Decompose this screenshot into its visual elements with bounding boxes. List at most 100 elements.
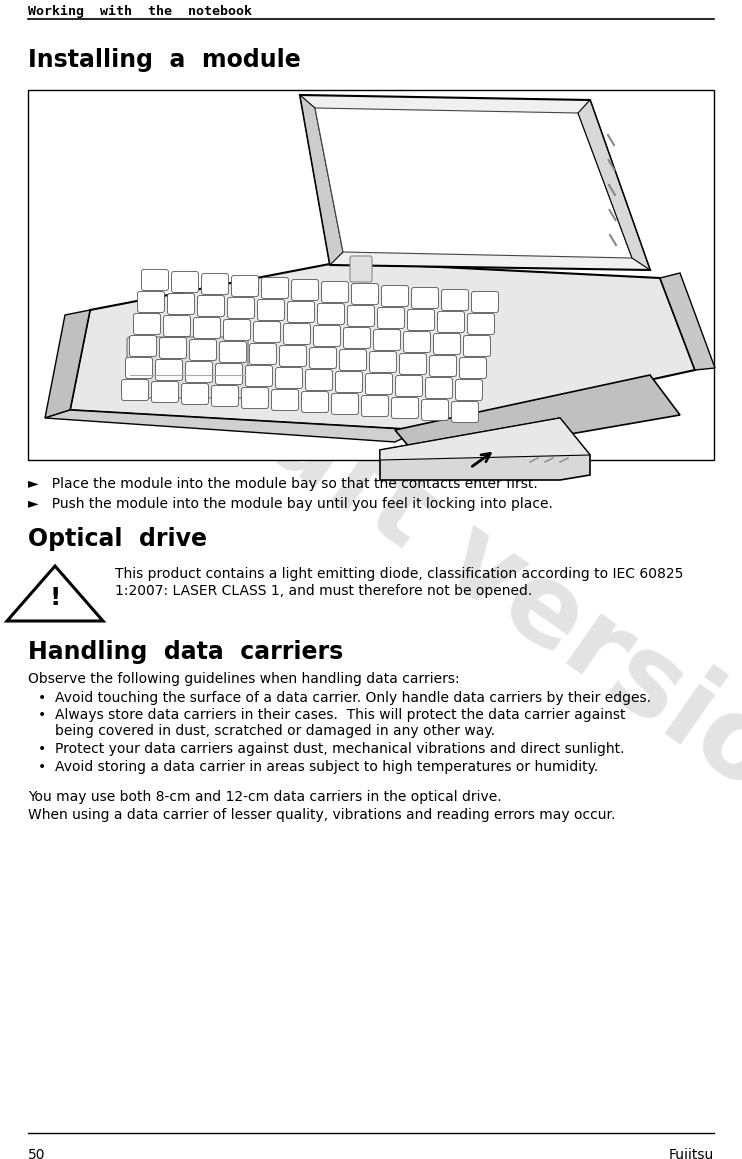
Polygon shape <box>45 410 420 442</box>
FancyBboxPatch shape <box>137 292 165 313</box>
Text: You may use both 8-cm and 12-cm data carriers in the optical drive.: You may use both 8-cm and 12-cm data car… <box>28 790 502 804</box>
Text: Fujitsu: Fujitsu <box>669 1149 714 1159</box>
FancyBboxPatch shape <box>202 274 229 294</box>
FancyBboxPatch shape <box>261 277 289 299</box>
FancyBboxPatch shape <box>182 384 209 404</box>
FancyBboxPatch shape <box>309 348 337 369</box>
Text: 1:2007: LASER CLASS 1, and must therefore not be opened.: 1:2007: LASER CLASS 1, and must therefor… <box>115 584 532 598</box>
FancyBboxPatch shape <box>171 271 199 292</box>
FancyBboxPatch shape <box>301 392 329 413</box>
FancyBboxPatch shape <box>215 364 243 385</box>
FancyBboxPatch shape <box>249 343 277 364</box>
FancyBboxPatch shape <box>254 321 280 343</box>
FancyBboxPatch shape <box>163 315 191 336</box>
FancyBboxPatch shape <box>211 386 238 407</box>
Text: Avoid touching the surface of a data carrier. Only handle data carriers by their: Avoid touching the surface of a data car… <box>55 691 651 705</box>
FancyBboxPatch shape <box>352 284 378 305</box>
FancyBboxPatch shape <box>347 306 375 327</box>
FancyBboxPatch shape <box>275 367 303 388</box>
FancyBboxPatch shape <box>430 356 456 377</box>
FancyBboxPatch shape <box>441 290 468 311</box>
FancyBboxPatch shape <box>366 373 393 394</box>
FancyBboxPatch shape <box>186 362 212 382</box>
Polygon shape <box>660 274 715 370</box>
FancyBboxPatch shape <box>361 395 389 416</box>
Text: Avoid storing a data carrier in areas subject to high temperatures or humidity.: Avoid storing a data carrier in areas su… <box>55 760 598 774</box>
FancyBboxPatch shape <box>451 401 479 423</box>
FancyBboxPatch shape <box>134 313 160 335</box>
FancyBboxPatch shape <box>246 365 272 386</box>
FancyBboxPatch shape <box>340 350 367 371</box>
Text: Installing  a  module: Installing a module <box>28 48 301 72</box>
FancyBboxPatch shape <box>287 301 315 322</box>
Text: ►   Place the module into the module bay so that the contacts enter first.: ► Place the module into the module bay s… <box>28 478 538 491</box>
Text: This product contains a light emitting diode, classification according to IEC 60: This product contains a light emitting d… <box>115 567 683 581</box>
Text: •: • <box>38 691 46 705</box>
Polygon shape <box>380 418 590 460</box>
Text: 50: 50 <box>28 1149 45 1159</box>
FancyBboxPatch shape <box>471 292 499 313</box>
FancyBboxPatch shape <box>223 320 251 341</box>
FancyBboxPatch shape <box>156 359 183 380</box>
Polygon shape <box>578 100 650 270</box>
FancyBboxPatch shape <box>228 298 255 319</box>
FancyBboxPatch shape <box>395 376 422 396</box>
Text: Always store data carriers in their cases.  This will protect the data carrier a: Always store data carriers in their case… <box>55 708 626 738</box>
Text: draft version: draft version <box>137 304 742 857</box>
FancyBboxPatch shape <box>344 328 370 349</box>
FancyBboxPatch shape <box>373 329 401 350</box>
FancyBboxPatch shape <box>467 313 494 335</box>
FancyBboxPatch shape <box>464 335 490 357</box>
FancyBboxPatch shape <box>220 342 246 363</box>
FancyBboxPatch shape <box>350 256 372 282</box>
FancyBboxPatch shape <box>122 379 148 401</box>
FancyBboxPatch shape <box>127 337 248 398</box>
FancyBboxPatch shape <box>332 394 358 415</box>
FancyBboxPatch shape <box>160 337 186 358</box>
Polygon shape <box>380 418 590 480</box>
Text: !: ! <box>49 586 61 610</box>
FancyBboxPatch shape <box>407 309 435 330</box>
FancyBboxPatch shape <box>306 370 332 391</box>
FancyBboxPatch shape <box>433 334 461 355</box>
Text: Optical  drive: Optical drive <box>28 527 207 551</box>
Polygon shape <box>395 376 680 460</box>
FancyBboxPatch shape <box>459 357 487 379</box>
Text: When using a data carrier of lesser quality, vibrations and reading errors may o: When using a data carrier of lesser qual… <box>28 808 615 822</box>
FancyBboxPatch shape <box>370 351 396 372</box>
FancyBboxPatch shape <box>399 353 427 374</box>
Text: Protect your data carriers against dust, mechanical vibrations and direct sunlig: Protect your data carriers against dust,… <box>55 742 625 756</box>
Text: •: • <box>38 708 46 722</box>
FancyBboxPatch shape <box>392 398 418 418</box>
FancyBboxPatch shape <box>151 381 179 402</box>
FancyBboxPatch shape <box>421 400 448 421</box>
FancyBboxPatch shape <box>378 307 404 328</box>
FancyBboxPatch shape <box>28 90 714 460</box>
Polygon shape <box>300 95 650 270</box>
Text: Observe the following guidelines when handling data carriers:: Observe the following guidelines when ha… <box>28 672 459 686</box>
Polygon shape <box>70 262 695 430</box>
Text: ►   Push the module into the module bay until you feel it locking into place.: ► Push the module into the module bay un… <box>28 497 553 511</box>
FancyBboxPatch shape <box>438 312 464 333</box>
FancyBboxPatch shape <box>241 387 269 408</box>
Polygon shape <box>300 95 343 265</box>
Polygon shape <box>315 108 632 258</box>
Text: Working  with  the  notebook: Working with the notebook <box>28 5 252 19</box>
FancyBboxPatch shape <box>321 282 349 302</box>
FancyBboxPatch shape <box>318 304 344 325</box>
FancyBboxPatch shape <box>257 299 284 321</box>
Polygon shape <box>45 309 90 418</box>
FancyBboxPatch shape <box>168 293 194 314</box>
Text: Handling  data  carriers: Handling data carriers <box>28 640 344 664</box>
FancyBboxPatch shape <box>456 379 482 401</box>
FancyBboxPatch shape <box>272 389 298 410</box>
FancyBboxPatch shape <box>425 378 453 399</box>
FancyBboxPatch shape <box>404 331 430 352</box>
FancyBboxPatch shape <box>142 270 168 291</box>
FancyBboxPatch shape <box>125 357 153 379</box>
FancyBboxPatch shape <box>335 372 363 393</box>
FancyBboxPatch shape <box>130 335 157 357</box>
FancyBboxPatch shape <box>314 326 341 347</box>
FancyBboxPatch shape <box>232 276 258 297</box>
FancyBboxPatch shape <box>197 296 225 316</box>
